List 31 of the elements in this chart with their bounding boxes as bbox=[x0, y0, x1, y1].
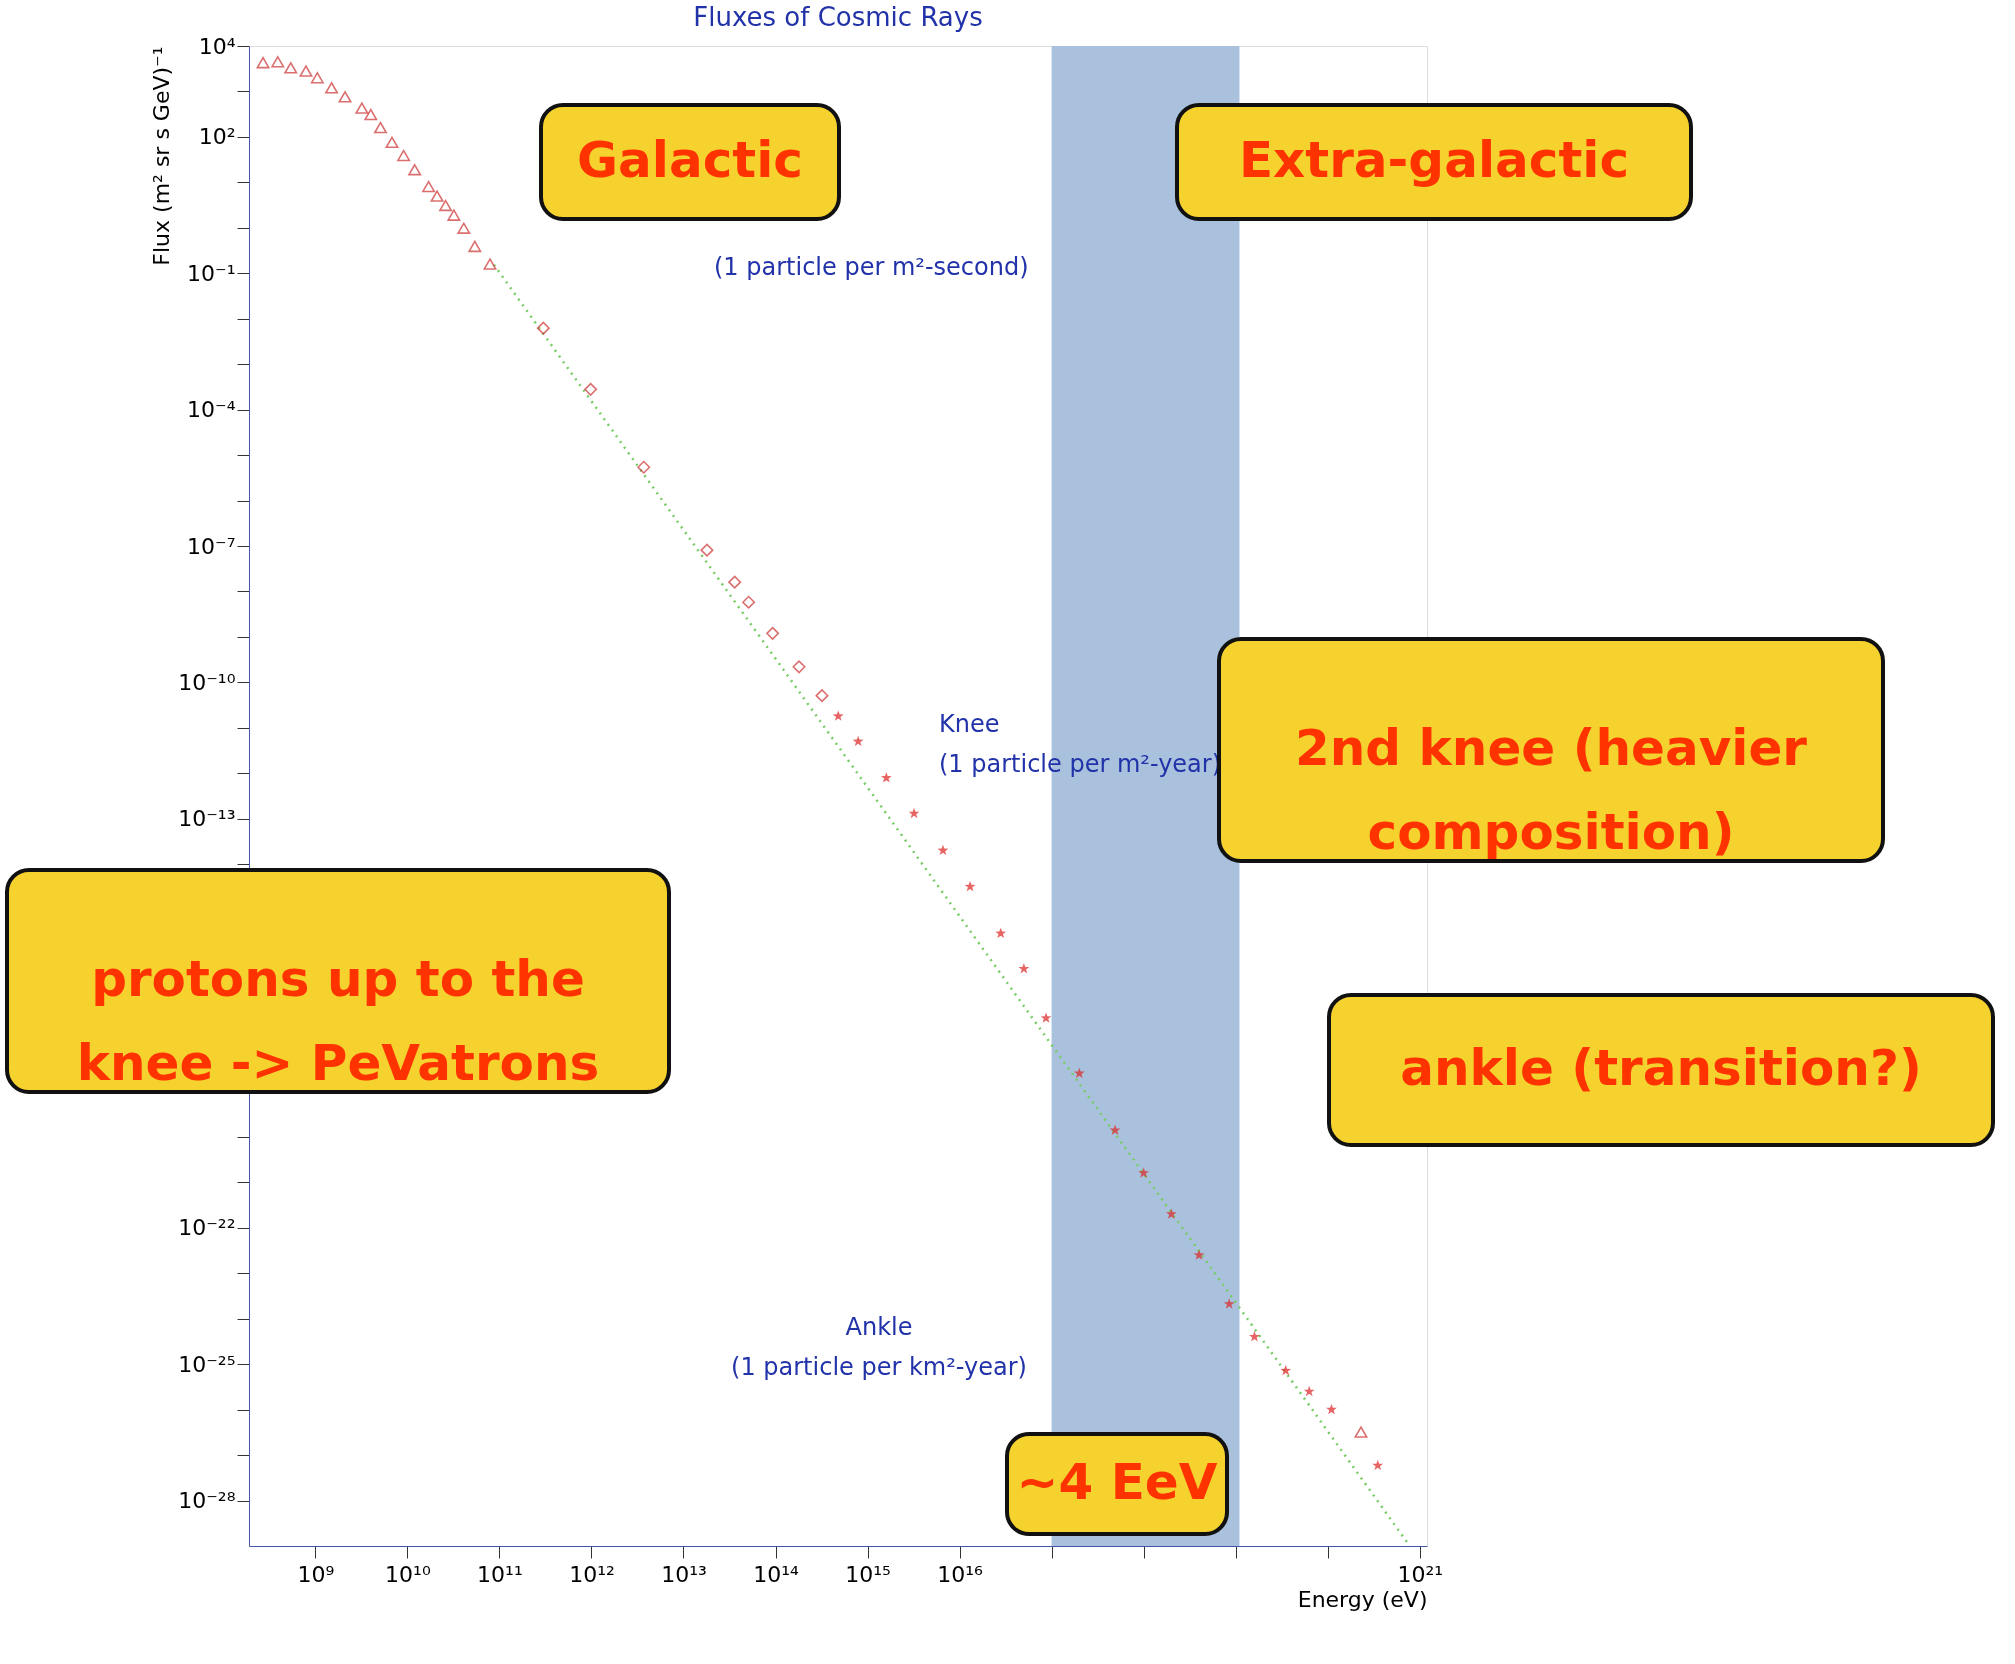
x-tick-label: 10¹⁶ bbox=[937, 1561, 984, 1587]
x-tick-label: 10¹³ bbox=[661, 1561, 707, 1587]
y-tick-label: 10⁴ bbox=[198, 33, 236, 59]
x-tick-label: 10¹⁴ bbox=[753, 1561, 800, 1587]
y-tick-label: 10⁻⁴ bbox=[187, 397, 236, 423]
annotation: protons up to the knee -> PeVatrons bbox=[76, 950, 600, 1092]
annotation: 2nd knee (heavier composition) bbox=[1294, 719, 1808, 861]
annotation: Ankle (1 particle per km²-year) bbox=[731, 1313, 1027, 1381]
y-tick-label: 10⁻¹⁰ bbox=[178, 669, 236, 695]
y-tick-label: 10² bbox=[198, 124, 236, 150]
y-tick-label: 10⁻²² bbox=[178, 1215, 236, 1241]
y-tick-label: 10⁻¹³ bbox=[178, 806, 236, 832]
y-tick-label: 10⁻²⁵ bbox=[178, 1351, 236, 1377]
y-tick-label: 10⁻¹ bbox=[187, 260, 236, 286]
annotation: ankle (transition?) bbox=[1400, 1039, 1922, 1097]
annotation: ~4 EeV bbox=[1016, 1453, 1218, 1511]
x-tick-label: 10¹¹ bbox=[477, 1561, 523, 1587]
chart-title: Fluxes of Cosmic Rays bbox=[693, 2, 983, 32]
x-tick-label: 10¹⁰ bbox=[385, 1561, 431, 1587]
annotation: (1 particle per m²-second) bbox=[714, 253, 1029, 281]
y-axis-title: Flux (m² sr s GeV)⁻¹ bbox=[149, 46, 175, 266]
y-tick-label: 10⁻²⁸ bbox=[178, 1488, 236, 1514]
annotation: Knee (1 particle per m²-year) bbox=[939, 710, 1222, 778]
x-tick-label: 10¹⁵ bbox=[845, 1561, 891, 1587]
annotation: Extra-galactic bbox=[1238, 131, 1630, 189]
x-axis-title: Energy (eV) bbox=[1297, 1586, 1428, 1612]
y-tick-label: 10⁻⁷ bbox=[187, 533, 236, 559]
x-tick-label: 10¹² bbox=[569, 1561, 615, 1587]
annotation: Galactic bbox=[577, 131, 803, 189]
x-tick-label: 10⁹ bbox=[297, 1561, 335, 1587]
x-tick-label: 10²¹ bbox=[1397, 1561, 1444, 1587]
